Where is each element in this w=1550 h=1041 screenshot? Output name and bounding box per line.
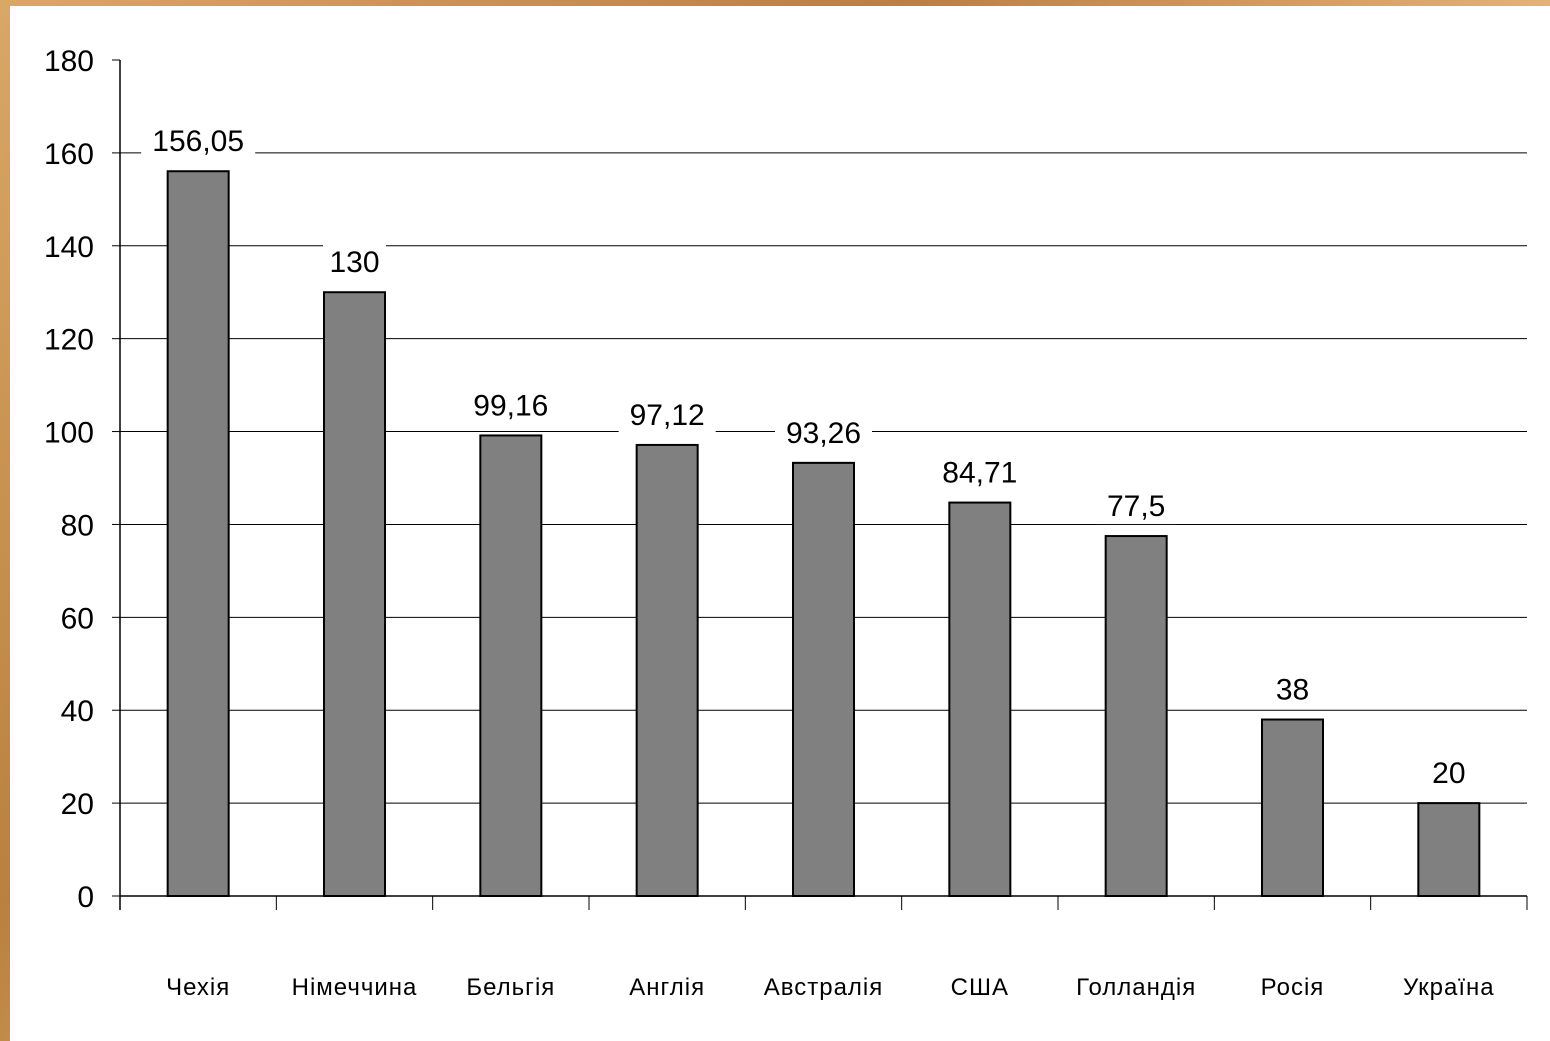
- value-label-background: [1425, 753, 1472, 792]
- value-label: 93,26: [786, 417, 861, 450]
- y-tick-labels: 0 20 40 60 80 100 120 140 160 180: [44, 45, 94, 914]
- y-tick-label: 160: [44, 138, 94, 171]
- category-label: Росія: [1261, 974, 1325, 1001]
- y-tick-label: 100: [44, 417, 94, 450]
- bar: [323, 291, 386, 897]
- category-label: Австралія: [764, 974, 884, 1001]
- bar: [1104, 535, 1168, 897]
- bars: [166, 170, 1481, 898]
- category-label: США: [951, 974, 1009, 1001]
- value-label: 77,5: [1107, 490, 1165, 523]
- bar: [948, 501, 1012, 897]
- y-tick-label: 120: [44, 324, 94, 357]
- value-label-background: [931, 452, 1029, 491]
- value-label: 99,16: [473, 389, 548, 422]
- y-tick-label: 40: [61, 695, 94, 728]
- category-label: Чехія: [166, 974, 230, 1001]
- y-tick-label: 20: [61, 788, 94, 821]
- category-label: Бельгія: [466, 974, 555, 1001]
- value-label-background: [618, 394, 716, 433]
- category-label: Німеччина: [292, 974, 418, 1001]
- bar: [792, 461, 855, 897]
- value-label-background: [323, 242, 386, 281]
- y-tick-label: 0: [77, 881, 94, 914]
- category-label: Англія: [629, 974, 705, 1001]
- value-label: 130: [329, 246, 379, 279]
- bar: [166, 170, 230, 898]
- category-label: Голландія: [1076, 974, 1196, 1001]
- y-tick-label: 80: [61, 509, 94, 542]
- value-label: 84,71: [942, 457, 1017, 490]
- y-tick-label: 180: [44, 45, 94, 78]
- y-tick-label: 60: [61, 602, 94, 635]
- y-tick-label: 140: [44, 231, 94, 264]
- bar: [1417, 802, 1481, 897]
- value-labels: 156,05 130 99,16 97,12 93,26 84,71 77,5 38 20: [141, 121, 1472, 792]
- category-label: Україна: [1403, 974, 1495, 1001]
- bar: [479, 434, 543, 897]
- value-label-background: [1096, 486, 1177, 525]
- value-label-background: [1269, 669, 1316, 708]
- value-label-background: [462, 385, 560, 424]
- category-labels: Чехія Німеччина Бельгія Англія Австралія США Г…: [166, 974, 1495, 1001]
- bar-chart: 156,05 130 99,16 97,12 93,26 84,71 77,5 38 20 0 2…: [44, 45, 1528, 1001]
- value-label-background: [141, 121, 256, 160]
- value-label: 20: [1432, 757, 1465, 790]
- chart-frame: 156,05 130 99,16 97,12 93,26 84,71 77,5 38 20 0 2…: [10, 6, 1550, 1041]
- bar: [635, 443, 699, 897]
- bar: [1261, 718, 1324, 897]
- value-label: 156,05: [152, 125, 244, 158]
- value-label: 38: [1276, 674, 1309, 707]
- value-label-background: [775, 412, 872, 451]
- value-label: 97,12: [630, 399, 705, 432]
